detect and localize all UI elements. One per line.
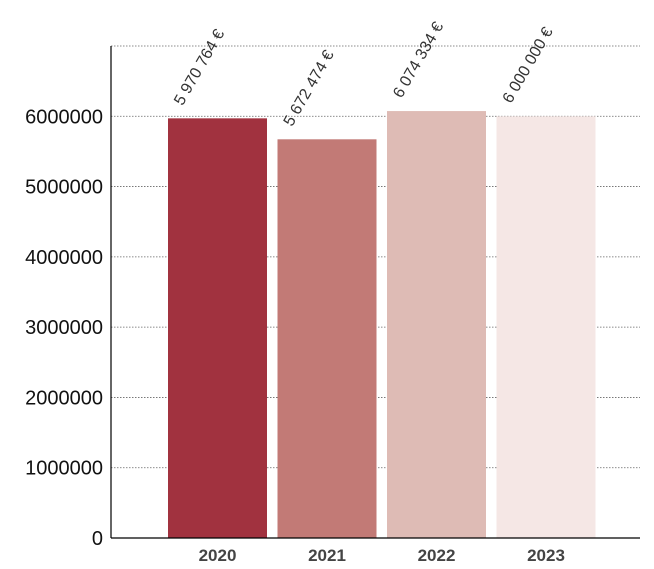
bar-2022 [387, 111, 486, 538]
data-labels: 5 970 764 € 5 672 474 € 6 074 334 € 6 000 0… [171, 19, 557, 129]
x-tick-label: 2022 [418, 546, 456, 565]
y-tick-label: 1000000 [25, 458, 103, 480]
y-tick-label: 6000000 [25, 106, 103, 128]
bar-2023 [496, 116, 596, 539]
data-label: 5 672 474 € [281, 48, 338, 130]
x-tick-label: 2021 [308, 546, 346, 565]
y-tick-label: 4000000 [25, 247, 103, 269]
x-tick-label: 2020 [199, 546, 237, 565]
y-tick-labels: 0 1000000 2000000 3000000 4000000 5000000 6000… [25, 106, 103, 550]
data-label: 6 074 334 € [390, 19, 447, 101]
y-tick-label: 0 [92, 528, 103, 550]
data-label: 5 970 764 € [171, 27, 228, 109]
y-tick-label: 2000000 [25, 387, 103, 409]
y-tick-label: 3000000 [25, 317, 103, 339]
y-tick-label: 5000000 [25, 177, 103, 199]
bars [168, 111, 596, 539]
x-tick-label: 2023 [527, 546, 565, 565]
x-tick-labels: 2020 2021 2022 2023 [199, 546, 565, 565]
data-label: 6 000 000 € [500, 24, 557, 106]
bar-2021 [277, 139, 377, 539]
bar-2020 [168, 118, 267, 539]
